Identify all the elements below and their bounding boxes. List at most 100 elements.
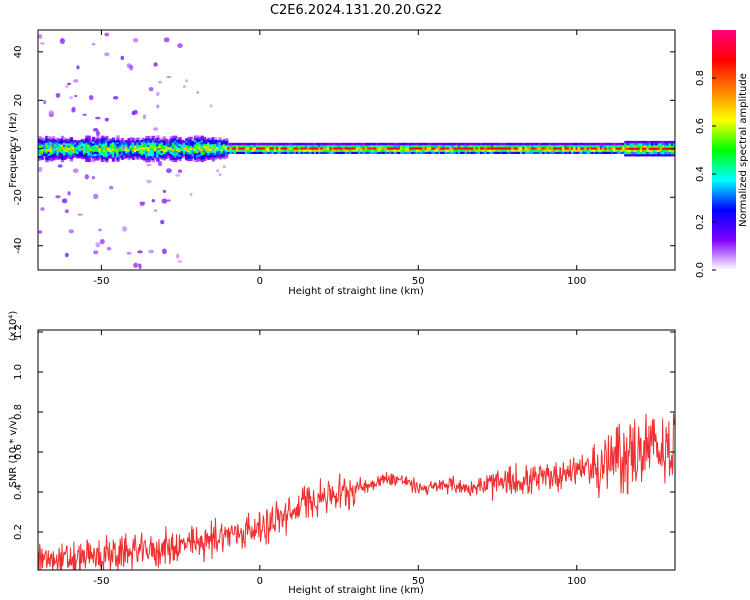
heatmap-cell [134, 145, 138, 148]
heatmap-cell [58, 139, 62, 142]
heatmap-cell [546, 147, 551, 150]
heatmap-cell [138, 153, 142, 157]
heatmap-speckle [139, 201, 146, 205]
heatmap-cell [435, 147, 440, 150]
heatmap-cell [513, 149, 517, 152]
heatmap-cell [635, 149, 639, 153]
heatmap-cell [642, 147, 646, 150]
heatmap-cell [147, 159, 151, 163]
heatmap-cell [178, 150, 182, 153]
heatmap-cell [129, 149, 133, 152]
heatmap-cell [253, 151, 258, 154]
heatmap-cell [386, 147, 391, 150]
heatmap-cell [402, 149, 406, 152]
heatmap-cell [278, 151, 282, 154]
heatmap-cell [111, 137, 116, 140]
heatmap-cell [280, 147, 284, 150]
heatmap-cell [204, 139, 209, 142]
heatmap-cell [349, 147, 353, 150]
heatmap-cell [391, 142, 395, 146]
heatmap-cell [415, 149, 420, 152]
heatmap-cell [213, 148, 218, 151]
heatmap-cell [637, 154, 641, 157]
heatmap-cell [668, 145, 673, 148]
heatmap-cell [322, 147, 326, 150]
heatmap-cell [415, 142, 420, 146]
heatmap-cell [582, 142, 586, 146]
heatmap-speckle [38, 33, 43, 39]
heatmap-cell [522, 149, 526, 152]
heatmap-cell [94, 144, 98, 148]
heatmap-cell [69, 137, 74, 140]
heatmap-cell [657, 145, 661, 148]
heatmap-cell [650, 149, 655, 153]
heatmap-cell [127, 153, 131, 156]
heatmap-cell [358, 145, 362, 148]
colorbar-bar [712, 30, 736, 270]
heatmap-cell [187, 154, 191, 157]
heatmap-cell [120, 157, 125, 160]
heatmap-cell [38, 142, 43, 146]
heatmap-cell [362, 147, 366, 150]
heatmap-cell [446, 142, 451, 146]
heatmap-cell [160, 137, 165, 141]
heatmap-cell [111, 159, 116, 162]
heatmap-cell [586, 147, 590, 150]
heatmap-cell [43, 149, 47, 152]
heatmap-cell [453, 142, 457, 146]
heatmap-cell [202, 145, 207, 149]
heatmap-cell [571, 142, 575, 146]
heatmap-cell [670, 154, 675, 157]
heatmap-cell [178, 147, 182, 151]
heatmap-cell [134, 151, 138, 155]
heatmap-cell [54, 148, 58, 151]
heatmap-cell [471, 142, 475, 146]
heatmap-cell [404, 151, 409, 154]
heatmap-cell [369, 142, 373, 146]
heatmap-cell [233, 149, 238, 152]
heatmap-cell [89, 146, 94, 149]
heatmap-speckle [185, 79, 189, 83]
heatmap-cell [116, 157, 120, 160]
heatmap-cell [258, 142, 262, 146]
heatmap-cell [548, 142, 553, 146]
heatmap-cell [622, 149, 626, 152]
heatmap-cell [493, 151, 497, 154]
heatmap-cell [644, 154, 648, 157]
heatmap-cell [497, 142, 502, 146]
heatmap-cell [58, 149, 62, 153]
heatmap-cell [43, 142, 47, 146]
heatmap-cell [85, 150, 89, 154]
heatmap-cell [80, 139, 85, 142]
heatmap-cell [524, 149, 528, 152]
heatmap-cell [657, 154, 661, 157]
heatmap-cell [508, 145, 513, 148]
heatmap-cell [260, 145, 264, 148]
heatmap-cell [575, 151, 579, 154]
heatmap-cell [51, 138, 56, 141]
heatmap-cell [138, 142, 142, 146]
heatmap-cell [171, 142, 176, 145]
heatmap-cell [468, 149, 473, 152]
spectrogram-x-ticks: -50 0 50 100 [93, 30, 586, 287]
heatmap-cell [204, 141, 209, 144]
heatmap-cell [411, 147, 415, 150]
heatmap-cell [120, 153, 125, 156]
colorbar-tick-label: 0.8 [695, 70, 706, 86]
heatmap-cell [670, 143, 675, 146]
heatmap-cell [127, 144, 131, 148]
heatmap-cell [524, 142, 528, 146]
heatmap-cell [524, 151, 528, 154]
heatmap-cell [446, 151, 451, 154]
heatmap-cell [96, 147, 100, 150]
heatmap-cell [264, 149, 269, 152]
heatmap-cell [216, 146, 220, 150]
heatmap-cell [586, 142, 590, 146]
heatmap-cell [639, 145, 644, 148]
heatmap-cell [466, 142, 471, 146]
heatmap-cell [193, 139, 198, 143]
heatmap-cell [71, 146, 76, 149]
heatmap-cell [127, 142, 131, 145]
heatmap-cell [138, 144, 142, 148]
heatmap-speckle [55, 93, 61, 98]
